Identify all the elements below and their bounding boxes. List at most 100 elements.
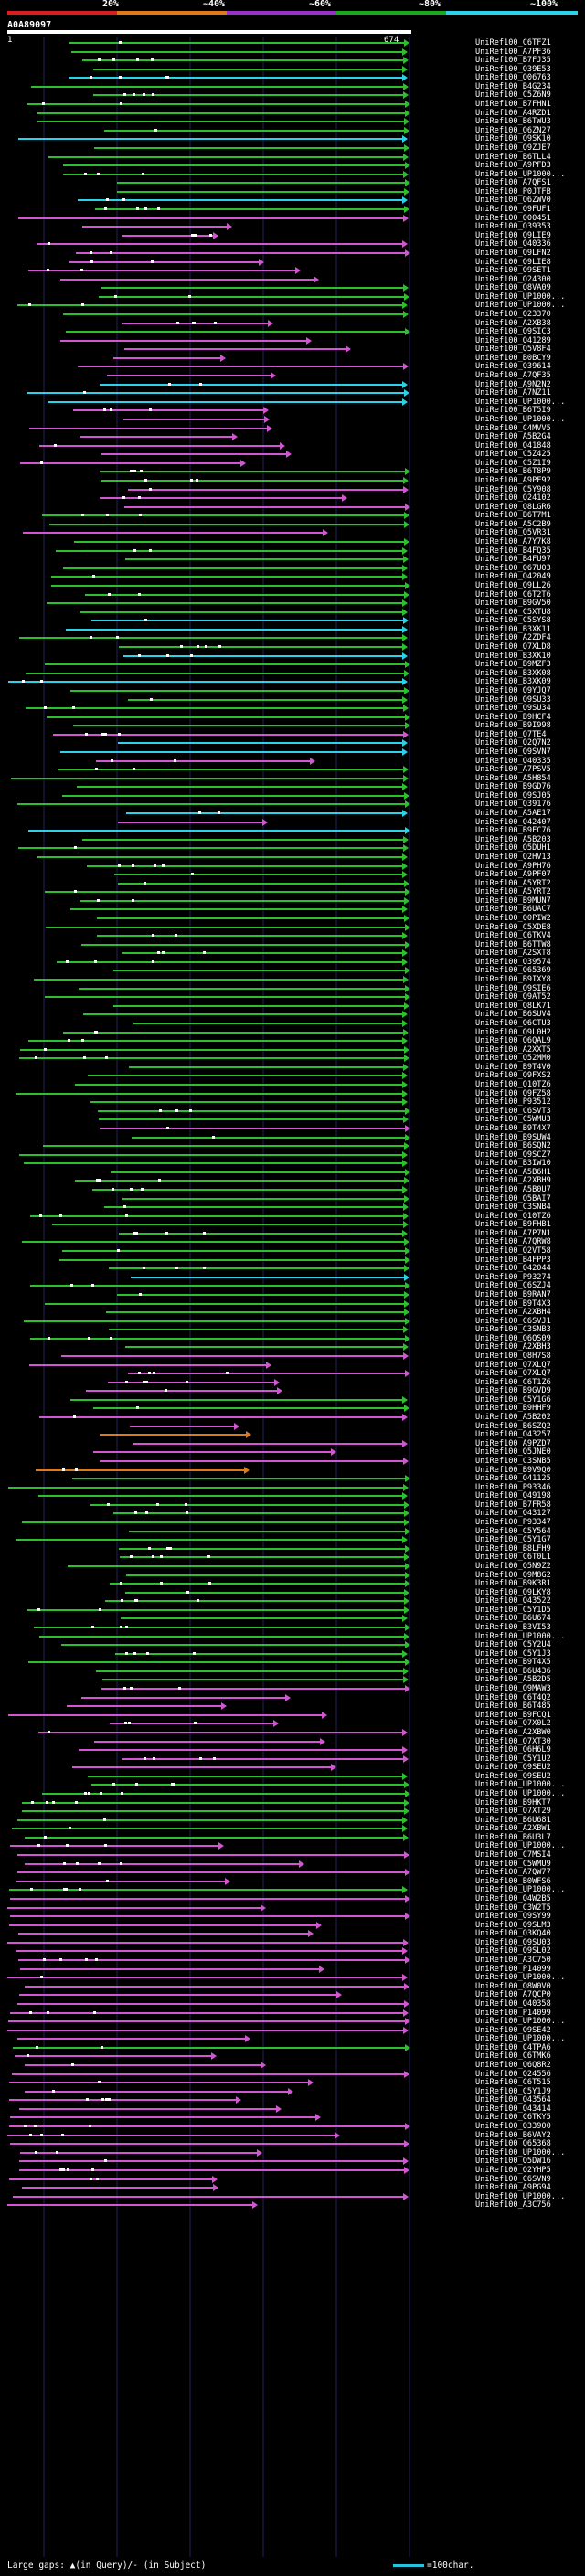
hit-label[interactable]: UniRef100_Q9SCZ7 <box>475 1150 551 1160</box>
hit-bar[interactable] <box>72 1766 331 1769</box>
hit-label[interactable]: UniRef100_C6T4Q2 <box>475 1692 551 1702</box>
hit-label[interactable]: UniRef100_B9T4X7 <box>475 1123 551 1133</box>
hit-bar[interactable] <box>23 532 323 535</box>
hit-bar[interactable] <box>16 1950 402 1953</box>
hit-label[interactable]: UniRef100_B3VI53 <box>475 1622 551 1632</box>
hit-label[interactable]: UniRef100_B0WFS6 <box>475 1876 551 1886</box>
hit-label[interactable]: UniRef100_Q9L0H2 <box>475 1027 551 1037</box>
hit-bar[interactable] <box>18 1959 405 1962</box>
hit-bar[interactable] <box>7 1906 261 1909</box>
hit-bar[interactable] <box>20 1048 404 1051</box>
hit-bar[interactable] <box>83 1013 402 1016</box>
hit-bar[interactable] <box>43 1145 404 1148</box>
hit-bar[interactable] <box>66 331 405 334</box>
hit-bar[interactable] <box>9 2125 405 2128</box>
hit-bar[interactable] <box>66 628 402 631</box>
hit-bar[interactable] <box>97 935 402 938</box>
hit-bar[interactable] <box>7 1977 402 1979</box>
hit-label[interactable]: UniRef100_UP1000... <box>475 1885 566 1895</box>
hit-label[interactable]: UniRef100_Q9FZ58 <box>475 1088 551 1098</box>
hit-bar[interactable] <box>73 725 405 727</box>
hit-label[interactable]: UniRef100_Q9LKY8 <box>475 1587 551 1597</box>
hit-label[interactable]: UniRef100_B9HHF9 <box>475 1404 551 1414</box>
hit-label[interactable]: UniRef100_B7FHN1 <box>475 100 551 110</box>
hit-bar[interactable] <box>37 243 402 246</box>
hit-bar[interactable] <box>113 356 220 359</box>
hit-bar[interactable] <box>38 1731 402 1733</box>
hit-bar[interactable] <box>93 94 403 97</box>
hit-bar[interactable] <box>42 1793 405 1795</box>
hit-bar[interactable] <box>99 1118 403 1121</box>
hit-bar[interactable] <box>42 514 404 517</box>
hit-label[interactable]: UniRef100_B3XK09 <box>475 677 551 687</box>
hit-bar[interactable] <box>107 375 271 377</box>
hit-bar[interactable] <box>34 979 403 981</box>
hit-bar[interactable] <box>105 1600 404 1603</box>
hit-label[interactable]: UniRef100_A5B2G4 <box>475 432 551 442</box>
hit-bar[interactable] <box>108 1381 274 1383</box>
hit-bar[interactable] <box>110 1723 273 1725</box>
hit-bar[interactable] <box>47 602 402 605</box>
hit-label[interactable]: UniRef100_C6SZJ4 <box>475 1281 551 1291</box>
hit-bar[interactable] <box>7 1941 403 1944</box>
hit-label[interactable]: UniRef100_UP1000... <box>475 1789 566 1798</box>
hit-label[interactable]: UniRef100_B9GD76 <box>475 782 551 792</box>
hit-bar[interactable] <box>36 1468 244 1471</box>
hit-bar[interactable] <box>102 1679 403 1681</box>
hit-label[interactable]: UniRef100_C5XDE8 <box>475 922 551 932</box>
hit-label[interactable]: UniRef100_A7QFS1 <box>475 178 551 188</box>
hit-bar[interactable] <box>30 1285 405 1288</box>
hit-label[interactable]: UniRef100_A2ZDF4 <box>475 633 551 643</box>
hit-label[interactable]: UniRef100_C6TKV4 <box>475 931 551 941</box>
hit-label[interactable]: UniRef100_UP1000... <box>475 1780 566 1790</box>
hit-bar[interactable] <box>11 777 403 779</box>
hit-bar[interactable] <box>28 1661 405 1664</box>
hit-bar[interactable] <box>122 1757 403 1760</box>
hit-label[interactable]: UniRef100_Q6QS09 <box>475 1333 551 1343</box>
hit-label[interactable]: UniRef100_Q7TE4 <box>475 729 547 739</box>
hit-bar[interactable] <box>25 1862 299 1865</box>
hit-bar[interactable] <box>45 1302 404 1305</box>
hit-label[interactable]: UniRef100_B9FC76 <box>475 826 551 836</box>
hit-bar[interactable] <box>80 899 404 902</box>
hit-label[interactable]: UniRef100_C6TKY5 <box>475 2113 551 2123</box>
hit-label[interactable]: UniRef100_A7Y7K8 <box>475 537 551 547</box>
hit-label[interactable]: UniRef100_Q10TZ6 <box>475 1211 551 1221</box>
hit-bar[interactable] <box>69 260 259 263</box>
hit-label[interactable]: UniRef100_Q7X0L2 <box>475 1719 551 1729</box>
hit-bar[interactable] <box>113 1004 404 1007</box>
hit-bar[interactable] <box>10 2116 315 2119</box>
hit-label[interactable]: UniRef100_Q6Q8R2 <box>475 2060 551 2070</box>
hit-label[interactable]: UniRef100_Q5JNE0 <box>475 1447 551 1458</box>
hit-label[interactable]: UniRef100_B6U436 <box>475 1666 551 1676</box>
hit-bar[interactable] <box>70 908 402 911</box>
hit-bar[interactable] <box>88 1775 402 1777</box>
hit-bar[interactable] <box>113 1512 404 1515</box>
hit-bar[interactable] <box>34 1626 405 1628</box>
hit-bar[interactable] <box>78 199 402 202</box>
hit-label[interactable]: UniRef100_UP1000... <box>475 2034 566 2044</box>
hit-bar[interactable] <box>22 1521 404 1524</box>
hit-bar[interactable] <box>51 584 405 587</box>
hit-label[interactable]: UniRef100_A5YRT2 <box>475 878 551 888</box>
hit-bar[interactable] <box>117 190 404 193</box>
hit-label[interactable]: UniRef100_B6VAY2 <box>475 2130 551 2140</box>
hit-bar[interactable] <box>19 2160 403 2163</box>
hit-label[interactable]: UniRef100_Q2HV13 <box>475 852 551 862</box>
hit-bar[interactable] <box>76 251 405 254</box>
hit-label[interactable]: UniRef100_C6T515 <box>475 2078 551 2088</box>
hit-bar[interactable] <box>26 672 404 674</box>
hit-label[interactable]: UniRef100_C5Y1J9 <box>475 2086 551 2096</box>
hit-bar[interactable] <box>48 400 402 403</box>
hit-label[interactable]: UniRef100_C3SNB4 <box>475 1203 551 1213</box>
hit-label[interactable]: UniRef100_B6SUV4 <box>475 1010 551 1020</box>
hit-label[interactable]: UniRef100_Q7XT29 <box>475 1807 551 1817</box>
hit-label[interactable]: UniRef100_Q9SJ05 <box>475 790 551 800</box>
hit-bar[interactable] <box>62 1250 405 1253</box>
hit-label[interactable]: UniRef100_A7QCP0 <box>475 1990 551 2000</box>
hit-label[interactable]: UniRef100_Q65369 <box>475 966 551 976</box>
hit-label[interactable]: UniRef100_Q39574 <box>475 957 551 967</box>
hit-bar[interactable] <box>20 2151 257 2154</box>
hit-bar[interactable] <box>39 444 280 447</box>
hit-label[interactable]: UniRef100_A5B2D5 <box>475 1675 551 1685</box>
